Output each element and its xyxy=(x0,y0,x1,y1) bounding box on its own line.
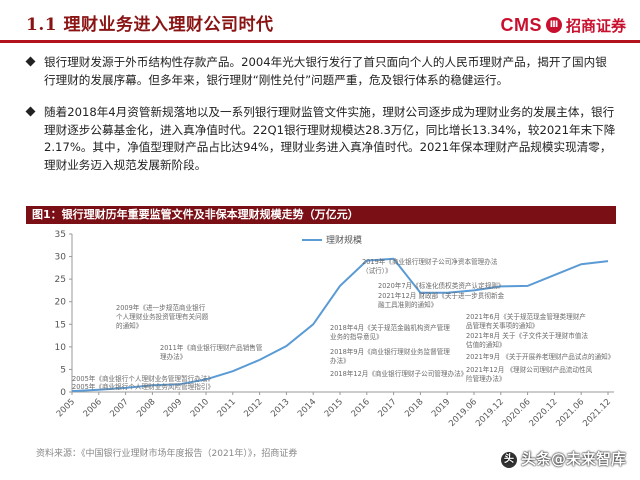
x-tick-label: 2015 xyxy=(323,397,345,419)
x-tick-label: 2010 xyxy=(189,397,211,419)
x-tick-label: 2013 xyxy=(269,397,291,419)
bullet-item: 银行理财发源于外币结构性存款产品。2004年光大银行发行了首只面向个人的人民币理… xyxy=(25,54,616,89)
x-tick-label: 2019 xyxy=(430,397,452,419)
watermark: 头头条@未来智库 xyxy=(500,448,626,469)
annotation-line: 2018年12月《商业银行理财子公司管理办法》 xyxy=(330,369,467,378)
annotation-line: 2021年12月 财政部《关于进一步贯彻新金 xyxy=(378,291,505,300)
annotation-text: 2005年《商业银行个人理财业务风险管理指引》 xyxy=(72,382,214,391)
annotation-line: 2018年4月《关于规范金融机构资产管理 xyxy=(330,323,450,332)
annotation-line: 2009年《进一步规范商业银行 xyxy=(116,303,206,312)
annotation-text: 2019年《商业银行理财子公司净资本管理办法（试行）》 xyxy=(362,257,498,275)
y-tick-label: 10 xyxy=(55,343,67,353)
annotation-line: 2021年8月 关于《子文件关于理财市值法 xyxy=(466,331,588,340)
logo-cms-text: CMS xyxy=(500,14,542,35)
annotation-text: 2018年9月《商业银行理财业务监督管理办法》 xyxy=(330,347,450,365)
y-tick-label: 0 xyxy=(60,388,66,398)
y-tick-label: 35 xyxy=(55,230,66,240)
annotation-text: 2009年《进一步规范商业银行个人理财业务投资管理有关问题的通知》 xyxy=(116,303,209,330)
annotation-text: 2021年12月 财政部《关于进一步贯彻新金融工具准则的通知》 xyxy=(378,291,505,309)
legend-label: 理财规模 xyxy=(326,234,362,246)
x-tick-label: 2021.12 xyxy=(581,397,613,429)
bullet-text: 银行理财发源于外币结构性存款产品。2004年光大银行发行了首只面向个人的人民币理… xyxy=(44,55,607,87)
annotation-text: 2018年4月《关于规范金融机构资产管理业务的指导意见》 xyxy=(330,323,450,341)
annotation-line: 2020年7月《标准化债权类资产认定规则》 xyxy=(378,281,504,290)
annotation-line: 2019年《商业银行理财子公司净资本管理办法 xyxy=(362,257,498,266)
y-tick-label: 15 xyxy=(55,320,66,330)
y-tick-label: 30 xyxy=(55,253,67,263)
annotation-text: 2021年12月 《理财公司理财产品流动性风险管理办法》 xyxy=(466,365,593,383)
x-tick-label: 2016 xyxy=(350,397,372,419)
annotation-line: 2018年9月《商业银行理财业务监督管理 xyxy=(330,347,450,356)
annotation-line: 理办法》 xyxy=(160,352,186,361)
x-tick-label: 2014 xyxy=(296,397,318,419)
x-tick-label: 2019.12 xyxy=(474,397,506,429)
x-tick-label: 2020.12 xyxy=(528,397,560,429)
annotation-line: 2021年9月 《关于开展养老理财产品试点的通知》 xyxy=(466,352,614,361)
annotation-text: 2005年《商业银行个人理财业务管理暂行办法》 xyxy=(72,374,214,383)
source-note: 资料来源：《中国银行业理财市场年度报告（2021年）》，招商证券 xyxy=(36,449,298,459)
annotation-text: 2021年9月 《关于开展养老理财产品试点的通知》 xyxy=(466,352,614,361)
x-tick-label: 2017 xyxy=(376,397,398,419)
annotation-line: 估值的通知》 xyxy=(466,340,506,349)
x-tick-label: 2018 xyxy=(403,397,425,419)
title-divider xyxy=(0,40,640,43)
annotation-line: 办法》 xyxy=(330,356,350,365)
annotation-line: 2005年《商业银行个人理财业务风险管理指引》 xyxy=(72,382,214,391)
logo-cn-text: 招商证券 xyxy=(565,16,626,35)
annotation-line: 业务的指导意见》 xyxy=(330,332,383,341)
watermark-text: 头条@未来智库 xyxy=(520,450,626,468)
brand-logo: CMS Ⅲ 招商证券 xyxy=(500,14,626,36)
annotation-text: 2021年8月 关于《子文件关于理财市值法估值的通知》 xyxy=(466,331,588,349)
annotation-line: 2011年《商业银行理财产品销售管 xyxy=(160,343,263,352)
x-tick-label: 2021.06 xyxy=(554,397,586,429)
annotation-line: 的通知》 xyxy=(116,321,142,330)
x-tick-label: 2019.06 xyxy=(447,397,479,429)
x-tick-label: 2020.06 xyxy=(501,397,533,429)
x-tick-label: 2011 xyxy=(216,397,238,419)
annotation-line: 融工具准则的通知》 xyxy=(378,300,437,309)
y-tick-label: 5 xyxy=(60,365,66,375)
x-tick-label: 2012 xyxy=(242,397,264,419)
annotation-line: （试行）》 xyxy=(362,266,392,275)
x-tick-label: 2009 xyxy=(162,397,184,419)
annotation-line: 品管理有关事项的通知》 xyxy=(466,321,539,330)
x-tick-label: 2008 xyxy=(135,397,157,419)
annotation-text: 2011年《商业银行理财产品销售管理办法》 xyxy=(160,343,263,361)
annotation-line: 险管理办法》 xyxy=(466,374,506,383)
bullet-text: 随着2018年4月资管新规落地以及一系列银行理财监管文件实施，理财公司逐步成为理… xyxy=(44,105,616,172)
figure-header: 图1：银行理财历年重要监管文件及非保本理财规模走势（万亿元） xyxy=(26,206,616,224)
annotation-line: 2005年《商业银行个人理财业务管理暂行办法》 xyxy=(72,374,214,383)
annotation-line: 个人理财业务投资管理有关问题 xyxy=(116,312,209,321)
annotation-text: 2020年7月《标准化债权类资产认定规则》 xyxy=(378,281,504,290)
x-tick-label: 2006 xyxy=(82,397,104,419)
toutiao-icon: 头 xyxy=(500,451,517,468)
x-tick-label: 2007 xyxy=(108,397,130,419)
bullet-item: 随着2018年4月资管新规落地以及一系列银行理财监管文件实施，理财公司逐步成为理… xyxy=(25,104,616,174)
annotation-line: 2021年6月《关于规范现金管理类理财产 xyxy=(466,312,586,321)
x-tick-label: 2005 xyxy=(55,397,77,419)
annotation-text: 2021年6月《关于规范现金管理类理财产品管理有关事项的通知》 xyxy=(466,312,586,330)
y-tick-label: 20 xyxy=(55,298,67,308)
annotation-line: 2021年12月 《理财公司理财产品流动性风 xyxy=(466,365,593,374)
y-tick-label: 25 xyxy=(55,275,66,285)
page-title: 1.1 理财业务进入理财公司时代 xyxy=(26,15,274,35)
annotation-text: 2018年12月《商业银行理财子公司管理办法》 xyxy=(330,369,467,378)
logo-seal-icon: Ⅲ xyxy=(545,17,562,33)
